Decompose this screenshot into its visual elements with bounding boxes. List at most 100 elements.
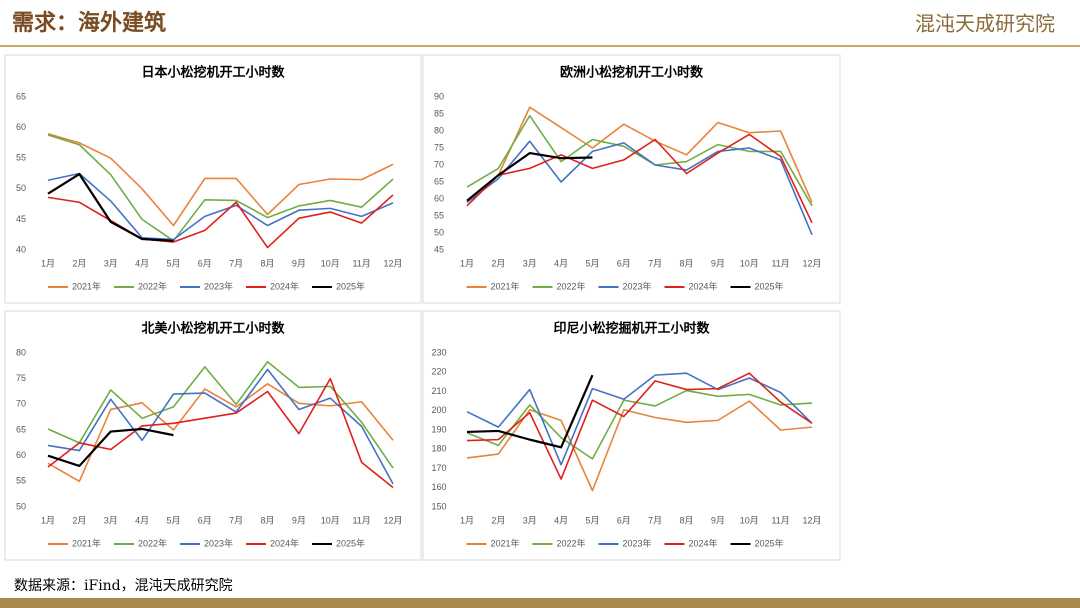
x-tick-label: 7月 xyxy=(648,258,662,268)
x-tick-label: 8月 xyxy=(680,258,694,268)
x-tick-label: 7月 xyxy=(229,515,243,525)
y-tick-label: 45 xyxy=(16,214,26,224)
y-tick-label: 220 xyxy=(431,367,446,377)
legend-label: 2025年 xyxy=(755,280,784,291)
legend-label: 2022年 xyxy=(138,537,167,548)
series-line xyxy=(47,173,174,242)
x-tick-label: 1月 xyxy=(460,515,474,525)
chart-title: 北美小松挖机开工小时数 xyxy=(141,321,285,337)
x-tick-label: 10月 xyxy=(740,258,759,268)
x-tick-label: 11月 xyxy=(352,258,370,268)
y-tick-label: 60 xyxy=(434,193,444,203)
y-tick-label: 45 xyxy=(434,244,444,254)
y-tick-label: 80 xyxy=(434,125,444,135)
x-tick-label: 3月 xyxy=(523,258,537,268)
x-tick-label: 12月 xyxy=(383,515,402,525)
x-tick-label: 10月 xyxy=(321,258,340,268)
x-tick-label: 12月 xyxy=(802,258,821,268)
legend-label: 2025年 xyxy=(336,280,365,291)
x-tick-label: 11月 xyxy=(771,258,789,268)
x-tick-label: 9月 xyxy=(292,258,306,268)
x-tick-label: 3月 xyxy=(523,515,537,525)
legend-label: 2023年 xyxy=(623,537,652,548)
legend-label: 2021年 xyxy=(72,537,101,548)
x-tick-label: 2月 xyxy=(491,515,505,525)
footer-bar xyxy=(0,598,1080,608)
legend-label: 2023年 xyxy=(204,537,233,548)
series-line xyxy=(466,372,813,480)
x-tick-label: 11月 xyxy=(352,515,370,525)
legend-label: 2023年 xyxy=(204,280,233,291)
y-tick-label: 65 xyxy=(434,176,444,186)
y-tick-label: 80 xyxy=(16,347,26,357)
x-tick-label: 9月 xyxy=(292,515,306,525)
y-tick-label: 60 xyxy=(16,450,26,460)
legend-label: 2024年 xyxy=(270,537,299,548)
chart-title: 印尼小松挖掘机开工小时数 xyxy=(553,321,710,337)
y-tick-label: 150 xyxy=(431,501,446,511)
logo: 混沌天成研究院 xyxy=(915,12,1055,36)
x-tick-label: 5月 xyxy=(166,258,180,268)
legend-label: 2024年 xyxy=(689,537,718,548)
x-tick-label: 8月 xyxy=(261,515,275,525)
x-tick-label: 4月 xyxy=(554,515,568,525)
series-line xyxy=(47,368,394,485)
x-tick-label: 3月 xyxy=(104,515,118,525)
y-tick-label: 170 xyxy=(431,463,446,473)
y-tick-label: 230 xyxy=(431,347,446,357)
y-tick-label: 75 xyxy=(16,373,26,383)
x-tick-label: 6月 xyxy=(617,258,631,268)
y-tick-label: 55 xyxy=(16,476,26,486)
x-tick-label: 12月 xyxy=(802,515,821,525)
y-tick-label: 210 xyxy=(431,386,446,396)
legend-label: 2021年 xyxy=(72,280,101,291)
y-tick-label: 160 xyxy=(431,482,446,492)
y-tick-label: 50 xyxy=(16,183,26,193)
x-tick-label: 1月 xyxy=(460,258,474,268)
x-tick-label: 8月 xyxy=(261,258,275,268)
legend-label: 2021年 xyxy=(491,537,520,548)
chart-title: 欧洲小松挖机开工小时数 xyxy=(560,65,704,81)
x-tick-label: 7月 xyxy=(648,515,662,525)
series-line xyxy=(47,194,394,249)
series-line xyxy=(466,106,813,203)
x-tick-label: 9月 xyxy=(711,258,725,268)
legend-label: 2022年 xyxy=(557,280,586,291)
chart-title: 日本小松挖机开工小时数 xyxy=(141,65,285,81)
x-tick-label: 1月 xyxy=(41,515,55,525)
y-tick-label: 55 xyxy=(434,210,444,220)
legend-label: 2025年 xyxy=(336,537,365,548)
y-tick-label: 65 xyxy=(16,91,26,101)
source: 数据来源：iFind，混沌天成研究院 xyxy=(14,578,233,594)
y-tick-label: 85 xyxy=(434,108,444,118)
y-tick-label: 90 xyxy=(434,91,444,101)
series-line xyxy=(466,114,813,207)
x-tick-label: 10月 xyxy=(321,515,340,525)
series-line xyxy=(466,133,813,224)
x-tick-label: 10月 xyxy=(740,515,759,525)
x-tick-label: 8月 xyxy=(680,515,694,525)
series-line xyxy=(47,427,174,468)
y-tick-label: 70 xyxy=(434,159,444,169)
page-title: 需求：海外建筑 xyxy=(12,10,166,36)
y-tick-label: 75 xyxy=(434,142,444,152)
legend-label: 2024年 xyxy=(689,280,718,291)
x-tick-label: 4月 xyxy=(135,258,149,268)
x-tick-label: 2月 xyxy=(72,515,86,525)
series-line xyxy=(466,389,813,460)
legend-label: 2022年 xyxy=(557,537,586,548)
x-tick-label: 4月 xyxy=(554,258,568,268)
x-tick-label: 11月 xyxy=(771,515,789,525)
x-tick-label: 12月 xyxy=(383,258,402,268)
x-tick-label: 1月 xyxy=(41,258,55,268)
y-tick-label: 55 xyxy=(16,153,26,163)
y-tick-label: 60 xyxy=(16,122,26,132)
legend-label: 2022年 xyxy=(138,280,167,291)
series-line xyxy=(466,374,594,449)
y-tick-label: 200 xyxy=(431,405,446,415)
series-line xyxy=(466,140,813,236)
x-tick-label: 6月 xyxy=(198,258,212,268)
y-tick-label: 180 xyxy=(431,444,446,454)
legend-label: 2021年 xyxy=(491,280,520,291)
y-tick-label: 70 xyxy=(16,399,26,409)
